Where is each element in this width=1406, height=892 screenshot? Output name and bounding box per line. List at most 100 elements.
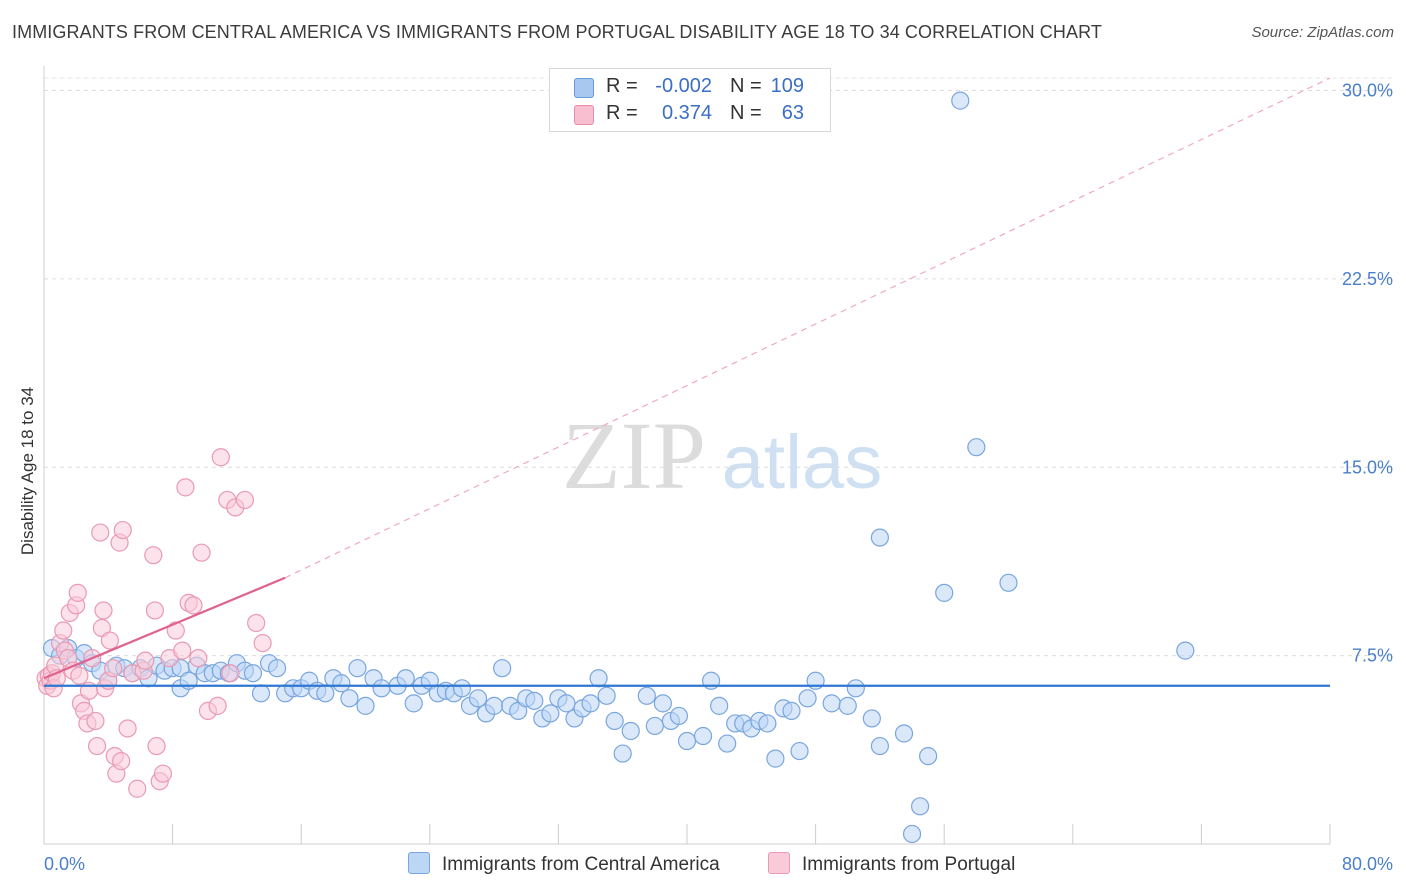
data-point xyxy=(173,641,192,660)
data-point xyxy=(589,669,608,688)
series-legend-swatch-central-america xyxy=(408,852,430,874)
legend-r-label: R = xyxy=(606,75,638,97)
chart-title: IMMIGRANTS FROM CENTRAL AMERICA VS IMMIG… xyxy=(12,22,1102,42)
data-point xyxy=(669,706,689,726)
watermark: ZIP atlas xyxy=(562,402,882,509)
watermark-atlas: atlas xyxy=(722,420,883,505)
tick-labels: 7.5% 15.0% 22.5% 30.0% 0.0% 80.0% Disability A… xyxy=(18,81,1393,874)
data-point xyxy=(581,694,600,713)
data-point xyxy=(999,573,1018,592)
data-point xyxy=(316,684,335,703)
data-point xyxy=(919,746,938,766)
data-point xyxy=(870,528,890,547)
trend-line-1 xyxy=(43,576,286,680)
data-point xyxy=(493,659,512,678)
data-point xyxy=(621,721,640,741)
legend-r-label: R = xyxy=(606,102,638,124)
data-point xyxy=(637,686,656,705)
series-legend-swatch-portugal xyxy=(768,852,790,874)
data-point xyxy=(452,679,472,698)
data-point xyxy=(468,689,488,708)
source-credit: Source: ZipAtlas.com xyxy=(1251,24,1394,41)
data-point xyxy=(176,478,195,497)
stats-legend-row-central-america: R = -0.002 N = 109 xyxy=(550,74,830,100)
data-point xyxy=(967,438,986,457)
data-point xyxy=(153,764,173,783)
y-tick-label: 15.0% xyxy=(1342,457,1393,477)
data-point xyxy=(208,696,227,715)
data-point xyxy=(541,704,560,723)
legend-n-label: N = xyxy=(730,102,762,124)
legend-swatch-portugal xyxy=(574,105,594,125)
data-point xyxy=(525,691,544,710)
data-point xyxy=(247,613,266,633)
data-points xyxy=(36,91,1195,844)
data-point xyxy=(70,666,89,685)
data-point xyxy=(251,684,271,703)
data-point xyxy=(910,797,930,816)
data-point xyxy=(112,752,131,771)
data-point xyxy=(846,679,865,698)
data-point xyxy=(104,659,123,678)
data-point xyxy=(798,689,817,708)
series-legend: Immigrants from Central America Immigran… xyxy=(0,852,1406,878)
y-axis-label: Disability Age 18 to 34 xyxy=(18,387,37,555)
data-point xyxy=(356,696,375,715)
data-point xyxy=(557,694,576,713)
data-point xyxy=(113,520,132,540)
data-point xyxy=(221,664,240,683)
data-point xyxy=(253,633,272,653)
stats-legend: R = -0.002 N = 109 R = 0.374 N = 63 xyxy=(549,68,831,132)
data-point xyxy=(68,583,87,602)
data-point xyxy=(192,543,211,562)
series-legend-item-central-america[interactable]: Immigrants from Central America xyxy=(408,852,720,876)
data-point xyxy=(243,664,263,683)
data-point xyxy=(653,694,672,713)
data-point xyxy=(951,91,970,110)
y-tick-label: 22.5% xyxy=(1342,269,1393,289)
data-point xyxy=(710,696,729,715)
x-tick-label: 0.0% xyxy=(44,854,85,874)
data-point xyxy=(718,734,737,753)
data-point xyxy=(128,779,147,798)
data-point xyxy=(894,724,914,743)
watermark-zip: ZIP xyxy=(562,402,706,509)
data-point xyxy=(613,744,632,763)
data-point xyxy=(145,601,165,620)
data-point xyxy=(605,711,624,731)
data-point xyxy=(372,679,391,698)
data-point xyxy=(332,674,351,693)
data-point xyxy=(340,689,359,708)
data-point xyxy=(166,621,185,640)
data-point xyxy=(782,701,801,720)
data-point xyxy=(862,709,881,728)
data-point xyxy=(54,621,73,640)
y-tick-label: 7.5% xyxy=(1352,646,1393,666)
legend-r-value: -0.002 xyxy=(655,75,712,97)
series-legend-label: Immigrants from Portugal xyxy=(802,854,1016,875)
series-legend-item-portugal[interactable]: Immigrants from Portugal xyxy=(768,852,1015,876)
data-point xyxy=(485,696,504,715)
data-point xyxy=(91,523,110,542)
data-point xyxy=(1176,641,1195,660)
gridlines xyxy=(44,77,1392,657)
data-point xyxy=(86,711,105,731)
data-point xyxy=(693,726,713,746)
data-point xyxy=(790,741,809,761)
data-point xyxy=(87,736,107,756)
legend-n-value: 63 xyxy=(781,102,804,124)
data-point xyxy=(211,448,230,467)
legend-swatch-central-america xyxy=(574,78,594,98)
data-point xyxy=(189,649,208,668)
data-point xyxy=(870,736,890,756)
x-tick-label: 80.0% xyxy=(1342,854,1393,874)
data-point xyxy=(348,659,367,678)
series-legend-label: Immigrants from Central America xyxy=(442,854,720,875)
stats-legend-row-portugal: R = 0.374 N = 63 xyxy=(550,101,830,127)
data-point xyxy=(902,824,922,844)
data-point xyxy=(597,686,616,705)
data-point xyxy=(396,669,415,688)
y-tick-label: 30.0% xyxy=(1342,81,1393,101)
data-point xyxy=(184,596,203,615)
axes xyxy=(43,66,1331,845)
